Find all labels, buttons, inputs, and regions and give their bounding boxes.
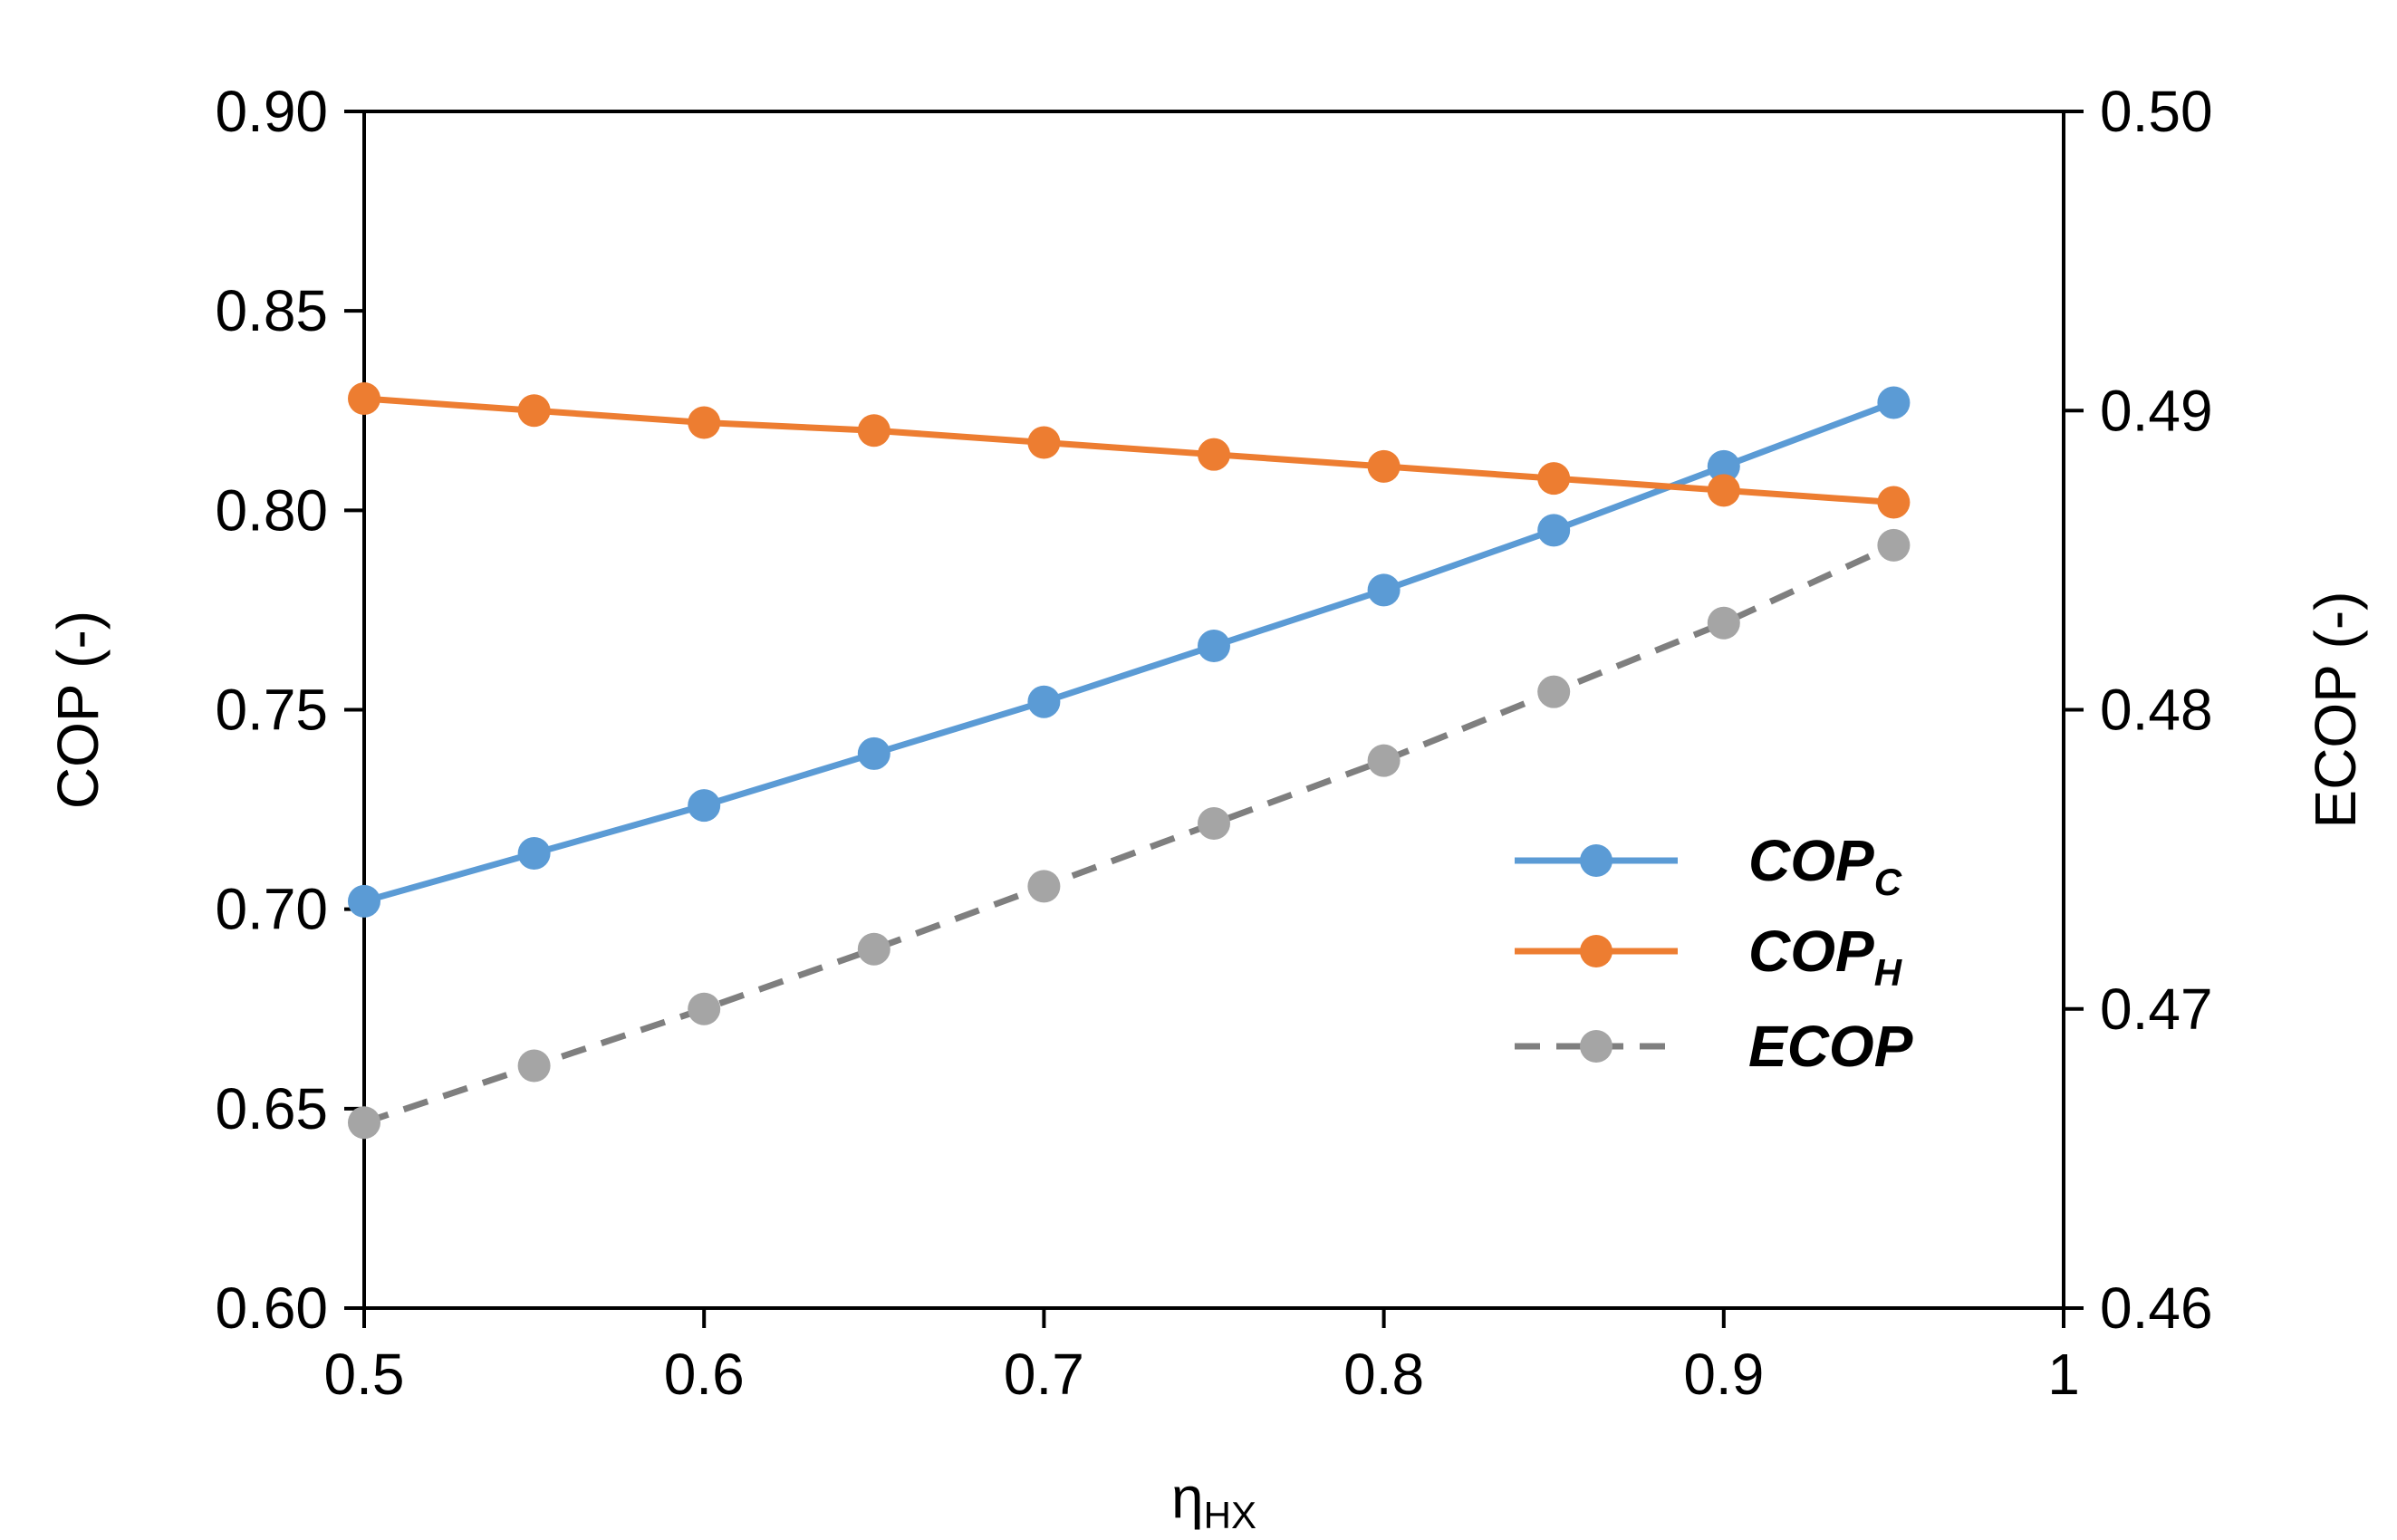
y-left-tick-label: 0.85 (215, 278, 328, 343)
data-point (517, 1049, 551, 1083)
data-point (1198, 806, 1230, 840)
x-tick-label: 0.9 (1683, 1342, 1764, 1407)
legend-label: COPC (1748, 828, 1902, 903)
y-right-tick-label: 0.46 (2100, 1275, 2213, 1341)
legend-label: COPH (1748, 919, 1903, 994)
data-point (1877, 486, 1911, 519)
series-coph (348, 382, 1911, 519)
data-point (1367, 573, 1401, 607)
series-line (362, 542, 1895, 1126)
y-left-tick-label: 0.75 (215, 678, 328, 743)
data-point (348, 382, 380, 416)
data-point (1027, 870, 1061, 903)
axes: 0.5 0.6 0.7 0.8 0.9 1 0.60 0.65 0.70 0.75 0.80 0.85… (45, 79, 2368, 1536)
x-axis-title-sub: HX (1204, 1494, 1256, 1536)
legend-item-ecop: ECOP (1515, 1014, 1913, 1079)
y-left-tick-label: 0.70 (215, 877, 328, 942)
data-point (348, 1106, 380, 1140)
series-layer (348, 382, 1911, 1140)
data-point (348, 884, 380, 918)
data-point (857, 414, 890, 448)
y-left-tick-label: 0.80 (215, 477, 328, 543)
data-point (1707, 449, 1740, 483)
data-point (1367, 449, 1401, 483)
legend-marker (1580, 844, 1612, 877)
x-tick-label: 0.7 (1004, 1342, 1084, 1407)
data-point (1877, 528, 1911, 562)
data-point (1537, 675, 1571, 708)
y-right-tick-label: 0.47 (2100, 977, 2213, 1042)
y-right-tick-label: 0.50 (2100, 79, 2213, 144)
data-point (517, 837, 551, 871)
data-point (1707, 606, 1740, 640)
y-right-tick-label: 0.49 (2100, 378, 2213, 443)
series-line (363, 395, 1894, 506)
y-left-tick-label: 0.65 (215, 1076, 328, 1141)
legend-label-main: ECOP (1748, 1014, 1913, 1079)
data-point (1537, 514, 1571, 547)
data-point (688, 406, 721, 439)
legend-label-main: COP (1748, 828, 1874, 893)
x-tick-label: 0.6 (664, 1342, 745, 1407)
series-line (363, 399, 1895, 905)
data-point (517, 394, 551, 428)
y-left-axis-title: COP (-) (45, 611, 111, 809)
y-right-axis-title: ECOP (-) (2303, 592, 2368, 829)
data-point (1367, 744, 1401, 777)
legend-item-copc: COPC (1515, 828, 1902, 903)
data-point (857, 932, 890, 966)
y-left-tick-label: 0.60 (215, 1275, 328, 1341)
data-point (1707, 474, 1740, 507)
data-point (688, 992, 721, 1025)
legend-label-main: COP (1748, 919, 1874, 984)
legend-label: ECOP (1748, 1014, 1913, 1079)
x-tick-label: 0.5 (324, 1342, 405, 1407)
legend-label-sub: H (1874, 951, 1903, 994)
x-tick-label: 1 (2047, 1342, 2080, 1407)
y-left-tick-label: 0.90 (215, 79, 328, 144)
legend-label-sub: C (1874, 861, 1902, 903)
data-point (1877, 386, 1911, 419)
x-axis-title: ηHX (1171, 1465, 1256, 1536)
legend-marker (1580, 1030, 1612, 1063)
x-tick-label: 0.8 (1343, 1342, 1424, 1407)
plot-frame (362, 110, 2065, 1310)
data-point (1198, 438, 1230, 471)
series-ecop (348, 528, 1911, 1140)
legend-item-coph: COPH (1515, 919, 1903, 994)
data-point (1027, 426, 1061, 459)
data-point (1027, 685, 1061, 718)
legend-marker (1580, 935, 1612, 967)
y-right-tick-label: 0.48 (2100, 678, 2213, 743)
data-point (1198, 630, 1230, 663)
data-point (688, 789, 721, 823)
x-axis-title-main: η (1171, 1465, 1204, 1530)
data-point (1537, 462, 1571, 496)
series-copc (348, 386, 1911, 918)
data-point (857, 736, 890, 770)
